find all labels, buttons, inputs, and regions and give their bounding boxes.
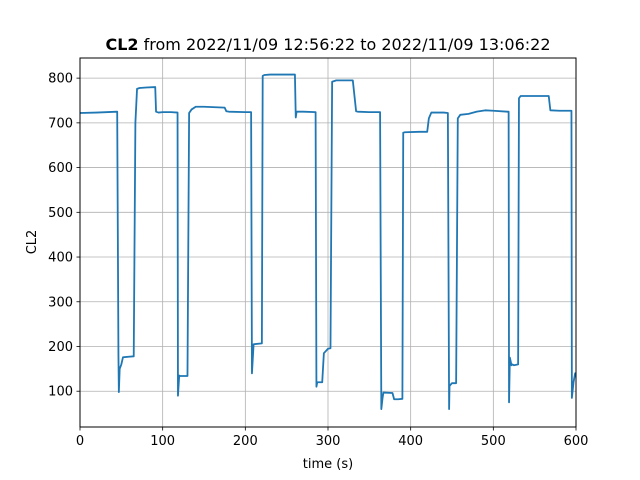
x-axis-ticks: 0 100 200 300 400 500 600 <box>76 427 589 449</box>
series-layer <box>79 73 577 411</box>
x-tick-label: 200 <box>233 434 258 449</box>
x-tick-label: 0 <box>76 434 84 449</box>
x-tick-label: 600 <box>564 434 589 449</box>
y-axis-label: CL2 <box>25 230 40 255</box>
chart-title-range: from 2022/11/09 12:56:22 to 2022/11/09 1… <box>139 35 551 54</box>
x-axis-label: time (s) <box>303 457 353 472</box>
y-tick-label: 400 <box>48 251 73 266</box>
y-tick-label: 200 <box>48 340 73 355</box>
chart-title-variable: CL2 <box>105 35 138 54</box>
series-line-0 <box>79 73 577 411</box>
y-tick-label: 500 <box>48 206 73 221</box>
x-tick-label: 100 <box>150 434 175 449</box>
x-tick-label: 300 <box>316 434 341 449</box>
y-tick-label: 100 <box>48 385 73 400</box>
y-tick-label: 300 <box>48 295 73 310</box>
x-tick-label: 400 <box>398 434 423 449</box>
x-tick-label: 500 <box>481 434 506 449</box>
y-tick-label: 700 <box>48 116 73 131</box>
y-tick-label: 600 <box>48 161 73 176</box>
chart-title: CL2 from 2022/11/09 12:56:22 to 2022/11/… <box>105 35 550 54</box>
y-tick-label: 800 <box>48 72 73 87</box>
grid <box>79 58 577 427</box>
y-axis-ticks: 100 200 300 400 500 600 700 800 <box>48 72 80 400</box>
